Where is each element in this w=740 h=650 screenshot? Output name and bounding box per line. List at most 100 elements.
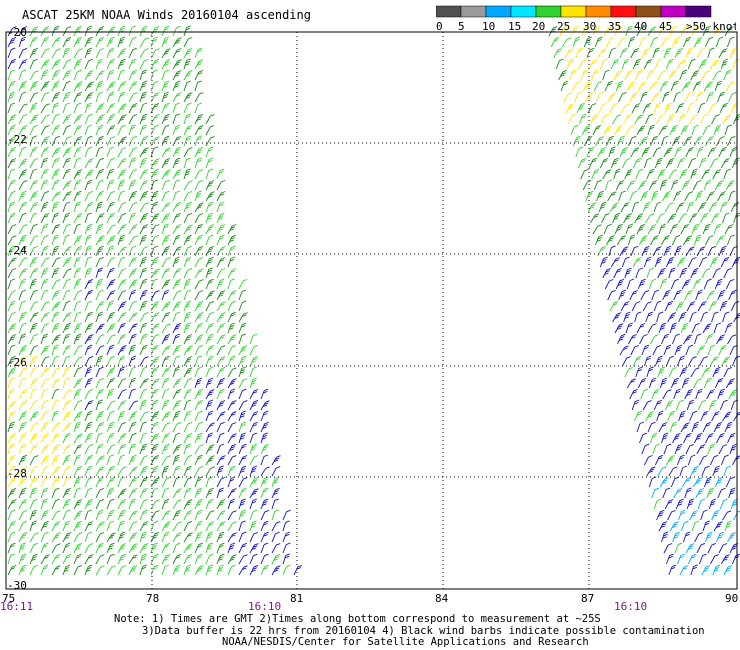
wind-barb xyxy=(95,278,103,290)
wind-barb xyxy=(106,487,114,499)
wind-barb xyxy=(691,124,699,136)
wind-barb xyxy=(18,47,28,59)
wind-barb xyxy=(117,91,126,103)
wind-barb xyxy=(260,542,269,554)
wind-barb xyxy=(183,157,191,169)
wind-barb xyxy=(18,322,27,334)
wind-barb xyxy=(722,212,730,224)
wind-barb xyxy=(205,245,214,257)
wind-barb xyxy=(40,542,49,554)
wind-barb xyxy=(161,465,169,477)
wind-barb xyxy=(709,59,720,70)
wind-barb xyxy=(637,278,646,290)
wind-barb xyxy=(73,157,81,169)
wind-barb xyxy=(668,466,678,477)
wind-barb xyxy=(73,190,82,202)
wind-barb xyxy=(238,289,247,301)
wind-barb xyxy=(95,542,104,554)
wind-barb xyxy=(205,399,214,411)
wind-barb xyxy=(216,553,225,565)
wind-barb xyxy=(73,421,81,433)
wind-barb xyxy=(707,245,716,257)
wind-barb xyxy=(84,300,93,312)
wind-barb xyxy=(117,58,126,70)
wind-barb xyxy=(172,366,180,378)
wind-barb xyxy=(95,70,105,81)
wind-barb xyxy=(106,212,115,224)
wind-barb xyxy=(161,80,170,92)
wind-barb xyxy=(128,224,138,235)
wind-barb xyxy=(128,510,138,521)
wind-barb xyxy=(714,476,724,488)
wind-barb xyxy=(117,476,126,488)
wind-barb xyxy=(689,114,699,125)
wind-barb xyxy=(172,102,180,114)
wind-barb xyxy=(238,300,247,312)
wind-barb xyxy=(7,136,17,147)
wind-barb xyxy=(598,201,607,213)
wind-barb xyxy=(161,223,169,235)
wind-barb xyxy=(194,466,204,477)
wind-barb xyxy=(702,323,712,334)
wind-barb xyxy=(632,157,642,169)
wind-barb xyxy=(227,245,236,257)
wind-barb xyxy=(271,498,279,510)
wind-barb xyxy=(227,498,236,510)
wind-barb xyxy=(631,399,640,411)
wind-barb xyxy=(51,168,60,180)
wind-barb xyxy=(106,542,115,554)
wind-barb xyxy=(150,411,160,422)
wind-barb xyxy=(95,245,104,257)
lon-label: 75 xyxy=(2,592,15,605)
wind-barb xyxy=(139,487,148,499)
wind-barb xyxy=(601,113,610,125)
wind-barb xyxy=(84,81,94,92)
wind-barb xyxy=(7,553,15,565)
wind-barb xyxy=(707,147,717,158)
wind-barb xyxy=(675,102,685,114)
wind-barb xyxy=(724,520,732,532)
wind-barb xyxy=(581,125,591,136)
wind-barb xyxy=(560,80,569,92)
wind-barb xyxy=(716,531,725,543)
wind-barb xyxy=(596,91,604,103)
wind-barb xyxy=(704,235,714,246)
wind-barb xyxy=(73,564,82,576)
wind-barb xyxy=(62,399,71,411)
wind-barb xyxy=(723,565,733,576)
time-label: 16:10 xyxy=(248,600,281,613)
wind-barb xyxy=(29,58,38,70)
wind-barb xyxy=(40,48,50,59)
wind-barb xyxy=(641,146,650,158)
wind-barb xyxy=(227,311,236,323)
wind-barb xyxy=(62,180,72,191)
wind-barb xyxy=(705,531,713,543)
wind-barb xyxy=(29,235,39,246)
wind-barb xyxy=(40,36,49,48)
wind-barb xyxy=(40,322,49,334)
wind-barb xyxy=(7,102,16,114)
wind-barb xyxy=(7,80,16,92)
wind-barb xyxy=(680,422,690,433)
wind-barb xyxy=(596,190,605,202)
wind-barb xyxy=(117,466,127,477)
wind-barb xyxy=(708,102,717,114)
wind-barb xyxy=(51,147,61,158)
wind-barb xyxy=(128,256,137,268)
wind-barb xyxy=(62,344,71,356)
wind-barb xyxy=(172,246,182,257)
wind-barb xyxy=(183,410,192,422)
wind-barb xyxy=(692,80,702,92)
wind-barb xyxy=(706,389,715,400)
wind-barb xyxy=(685,146,694,158)
wind-barb xyxy=(227,554,237,565)
wind-barb xyxy=(183,532,193,543)
wind-barb xyxy=(678,213,688,224)
wind-barb xyxy=(676,553,685,565)
wind-barb xyxy=(106,323,116,334)
wind-barb xyxy=(40,267,49,279)
wind-barb xyxy=(703,278,712,290)
wind-barb xyxy=(172,179,180,191)
wind-barb xyxy=(691,223,700,235)
wind-barb xyxy=(698,455,708,466)
